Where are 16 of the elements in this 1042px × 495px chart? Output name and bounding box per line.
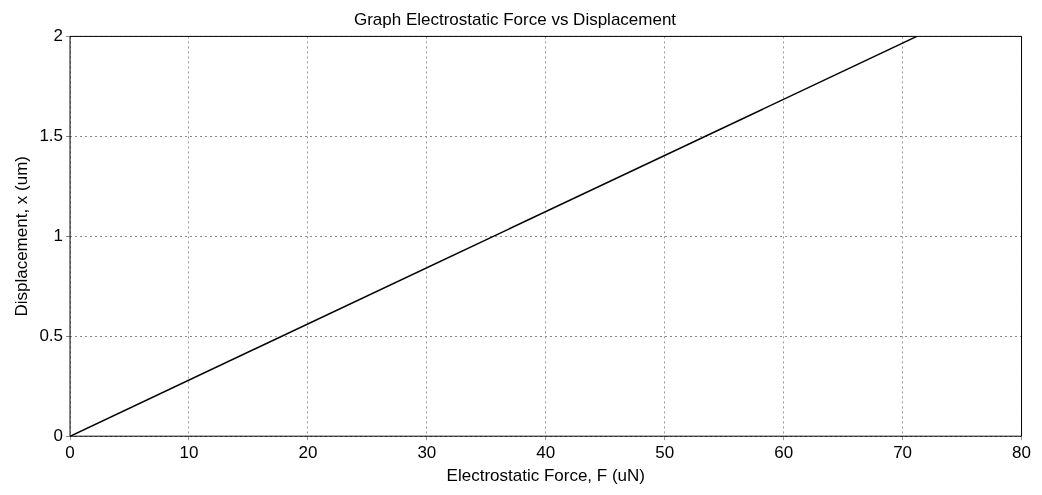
x-tick-label: 20 — [298, 443, 318, 463]
chart-title: Graph Electrostatic Force vs Displacement — [353, 9, 677, 29]
y-tick-label: 2 — [53, 26, 64, 46]
x-tick-label: 60 — [774, 443, 794, 463]
x-tick-label: 40 — [536, 443, 556, 463]
x-axis-title: Electrostatic Force, F (uN) — [446, 466, 645, 486]
y-tick-label: 1 — [53, 225, 64, 245]
x-tick-label: 30 — [417, 443, 437, 463]
y-tick-label: 1.5 — [39, 126, 64, 146]
x-tick-label: 70 — [893, 443, 913, 463]
x-tick-label: 10 — [179, 443, 199, 463]
y-tick-label: 0 — [53, 425, 64, 445]
x-tick-label: 80 — [1012, 443, 1032, 463]
y-tick-label: 0.5 — [39, 325, 64, 345]
x-tick-label: 50 — [655, 443, 675, 463]
y-axis-title: Displacement, x (um) — [11, 156, 31, 317]
